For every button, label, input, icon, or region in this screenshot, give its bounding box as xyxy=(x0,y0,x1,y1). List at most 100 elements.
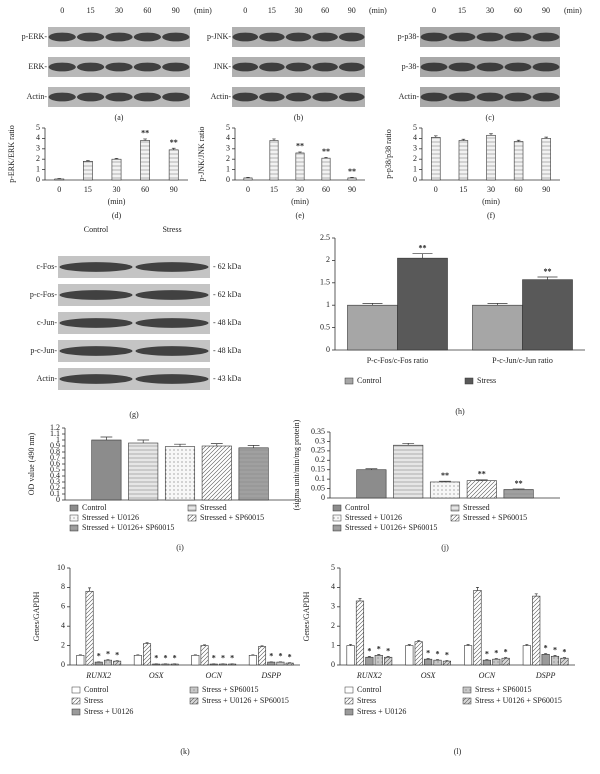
bar xyxy=(128,442,159,501)
blot-band xyxy=(476,62,504,72)
bar xyxy=(424,658,433,666)
bar xyxy=(200,645,209,666)
y-tick-label: 1.5 xyxy=(320,278,330,287)
significance-mark: * xyxy=(221,654,225,663)
blot-band xyxy=(312,62,338,72)
bar xyxy=(466,480,497,499)
x-tick-label: 15 xyxy=(459,185,467,194)
y-axis-title: Genes/GAPDH xyxy=(32,591,41,641)
y-tick-label: 0.9 xyxy=(50,441,60,450)
x-tick-label: 0 xyxy=(434,185,438,194)
bar xyxy=(492,658,501,666)
error-bar xyxy=(367,656,371,658)
blot-band xyxy=(259,32,285,42)
significance-mark: * xyxy=(163,654,167,663)
lane-label: 0 xyxy=(243,6,247,15)
x-tick-label: DSPP xyxy=(535,671,556,680)
legend-swatch xyxy=(69,514,79,522)
blot-band xyxy=(162,92,190,102)
blot-band xyxy=(162,32,190,42)
blot-band xyxy=(59,290,133,300)
blot-strip xyxy=(58,368,210,390)
error-bar xyxy=(512,488,525,490)
blot-band xyxy=(532,32,560,42)
error-bar xyxy=(445,660,449,662)
error-bar xyxy=(487,303,508,306)
bar xyxy=(258,646,267,666)
lane-label: 15 xyxy=(87,6,95,15)
lane-label: 90 xyxy=(542,6,550,15)
significance-mark: * xyxy=(562,647,566,656)
blot-band xyxy=(162,62,190,72)
bar xyxy=(464,645,473,666)
lane-label: 90 xyxy=(172,6,180,15)
bar xyxy=(393,444,424,499)
bar xyxy=(346,645,355,666)
x-tick-label: P-c-Jun/c-Jun ratio xyxy=(492,356,553,365)
y-tick-label: 3 xyxy=(413,144,417,153)
legend-swatch xyxy=(69,504,79,512)
bar xyxy=(414,641,423,666)
legend-label: Stress + U0126 xyxy=(84,707,133,716)
lane-label: 0 xyxy=(432,6,436,15)
significance-mark: * xyxy=(115,651,119,660)
y-tick-label: 4 xyxy=(331,582,335,591)
unit-label: (min) xyxy=(369,6,387,15)
y-tick-label: 0.05 xyxy=(311,483,325,492)
blot-band xyxy=(59,318,133,328)
significance-mark: * xyxy=(504,647,508,656)
blot-band xyxy=(504,62,532,72)
legend-label: Stressed + U0126+ SP60015 xyxy=(82,523,174,532)
significance-mark: ** xyxy=(419,244,427,253)
blot-band xyxy=(338,62,365,72)
x-tick-label: 0 xyxy=(57,185,61,194)
y-tick-label: 1 xyxy=(331,640,335,649)
significance-mark: * xyxy=(173,654,177,663)
y-tick-label: 0 xyxy=(321,493,325,502)
bar xyxy=(355,600,365,666)
error-bar xyxy=(436,659,440,661)
blot-band xyxy=(48,62,76,72)
y-tick-label: 0 xyxy=(331,660,335,669)
y-tick-label: 5 xyxy=(413,123,417,132)
blot-band xyxy=(504,32,532,42)
row-label: Actin- xyxy=(27,92,48,101)
y-tick-label: 2 xyxy=(61,640,65,649)
x-tick-label: OSX xyxy=(421,671,437,680)
legend-swatch xyxy=(187,504,197,512)
error-bar xyxy=(203,644,207,646)
y-tick-label: 0.7 xyxy=(50,453,60,462)
y-tick-label: 2 xyxy=(326,255,330,264)
error-bar xyxy=(246,177,250,178)
error-bar xyxy=(537,276,558,280)
y-axis-title: p-p38/p38 ratio xyxy=(384,129,393,179)
error-bar xyxy=(377,654,381,656)
significance-mark: ** xyxy=(170,138,178,147)
error-bar xyxy=(362,303,383,306)
y-tick-label: 2 xyxy=(36,154,40,163)
error-bar xyxy=(260,645,264,647)
size-label: - 62 kDa xyxy=(213,262,241,271)
blot-band xyxy=(76,62,105,72)
lane-label: 0 xyxy=(60,6,64,15)
legend-label: Stressed + U0126 xyxy=(82,513,139,522)
y-tick-label: 4 xyxy=(61,621,65,630)
legend-label: Control xyxy=(345,503,370,512)
row-label: JNK- xyxy=(214,62,232,71)
lane-label: Control xyxy=(84,225,109,234)
error-bar xyxy=(86,160,90,162)
lane-label: Stress xyxy=(162,225,181,234)
blot-band xyxy=(420,92,448,102)
panel-label: (f) xyxy=(487,211,495,220)
y-tick-label: 2 xyxy=(413,154,417,163)
error-bar xyxy=(402,442,415,446)
legend-swatch xyxy=(69,524,79,532)
bar xyxy=(133,654,142,666)
row-label: p-ERK- xyxy=(22,32,48,41)
error-bar xyxy=(272,138,276,141)
lane-label: 30 xyxy=(486,6,494,15)
error-bar xyxy=(426,658,430,660)
bar xyxy=(191,654,200,666)
bar xyxy=(76,654,85,666)
unit-label: (min) xyxy=(564,6,582,15)
